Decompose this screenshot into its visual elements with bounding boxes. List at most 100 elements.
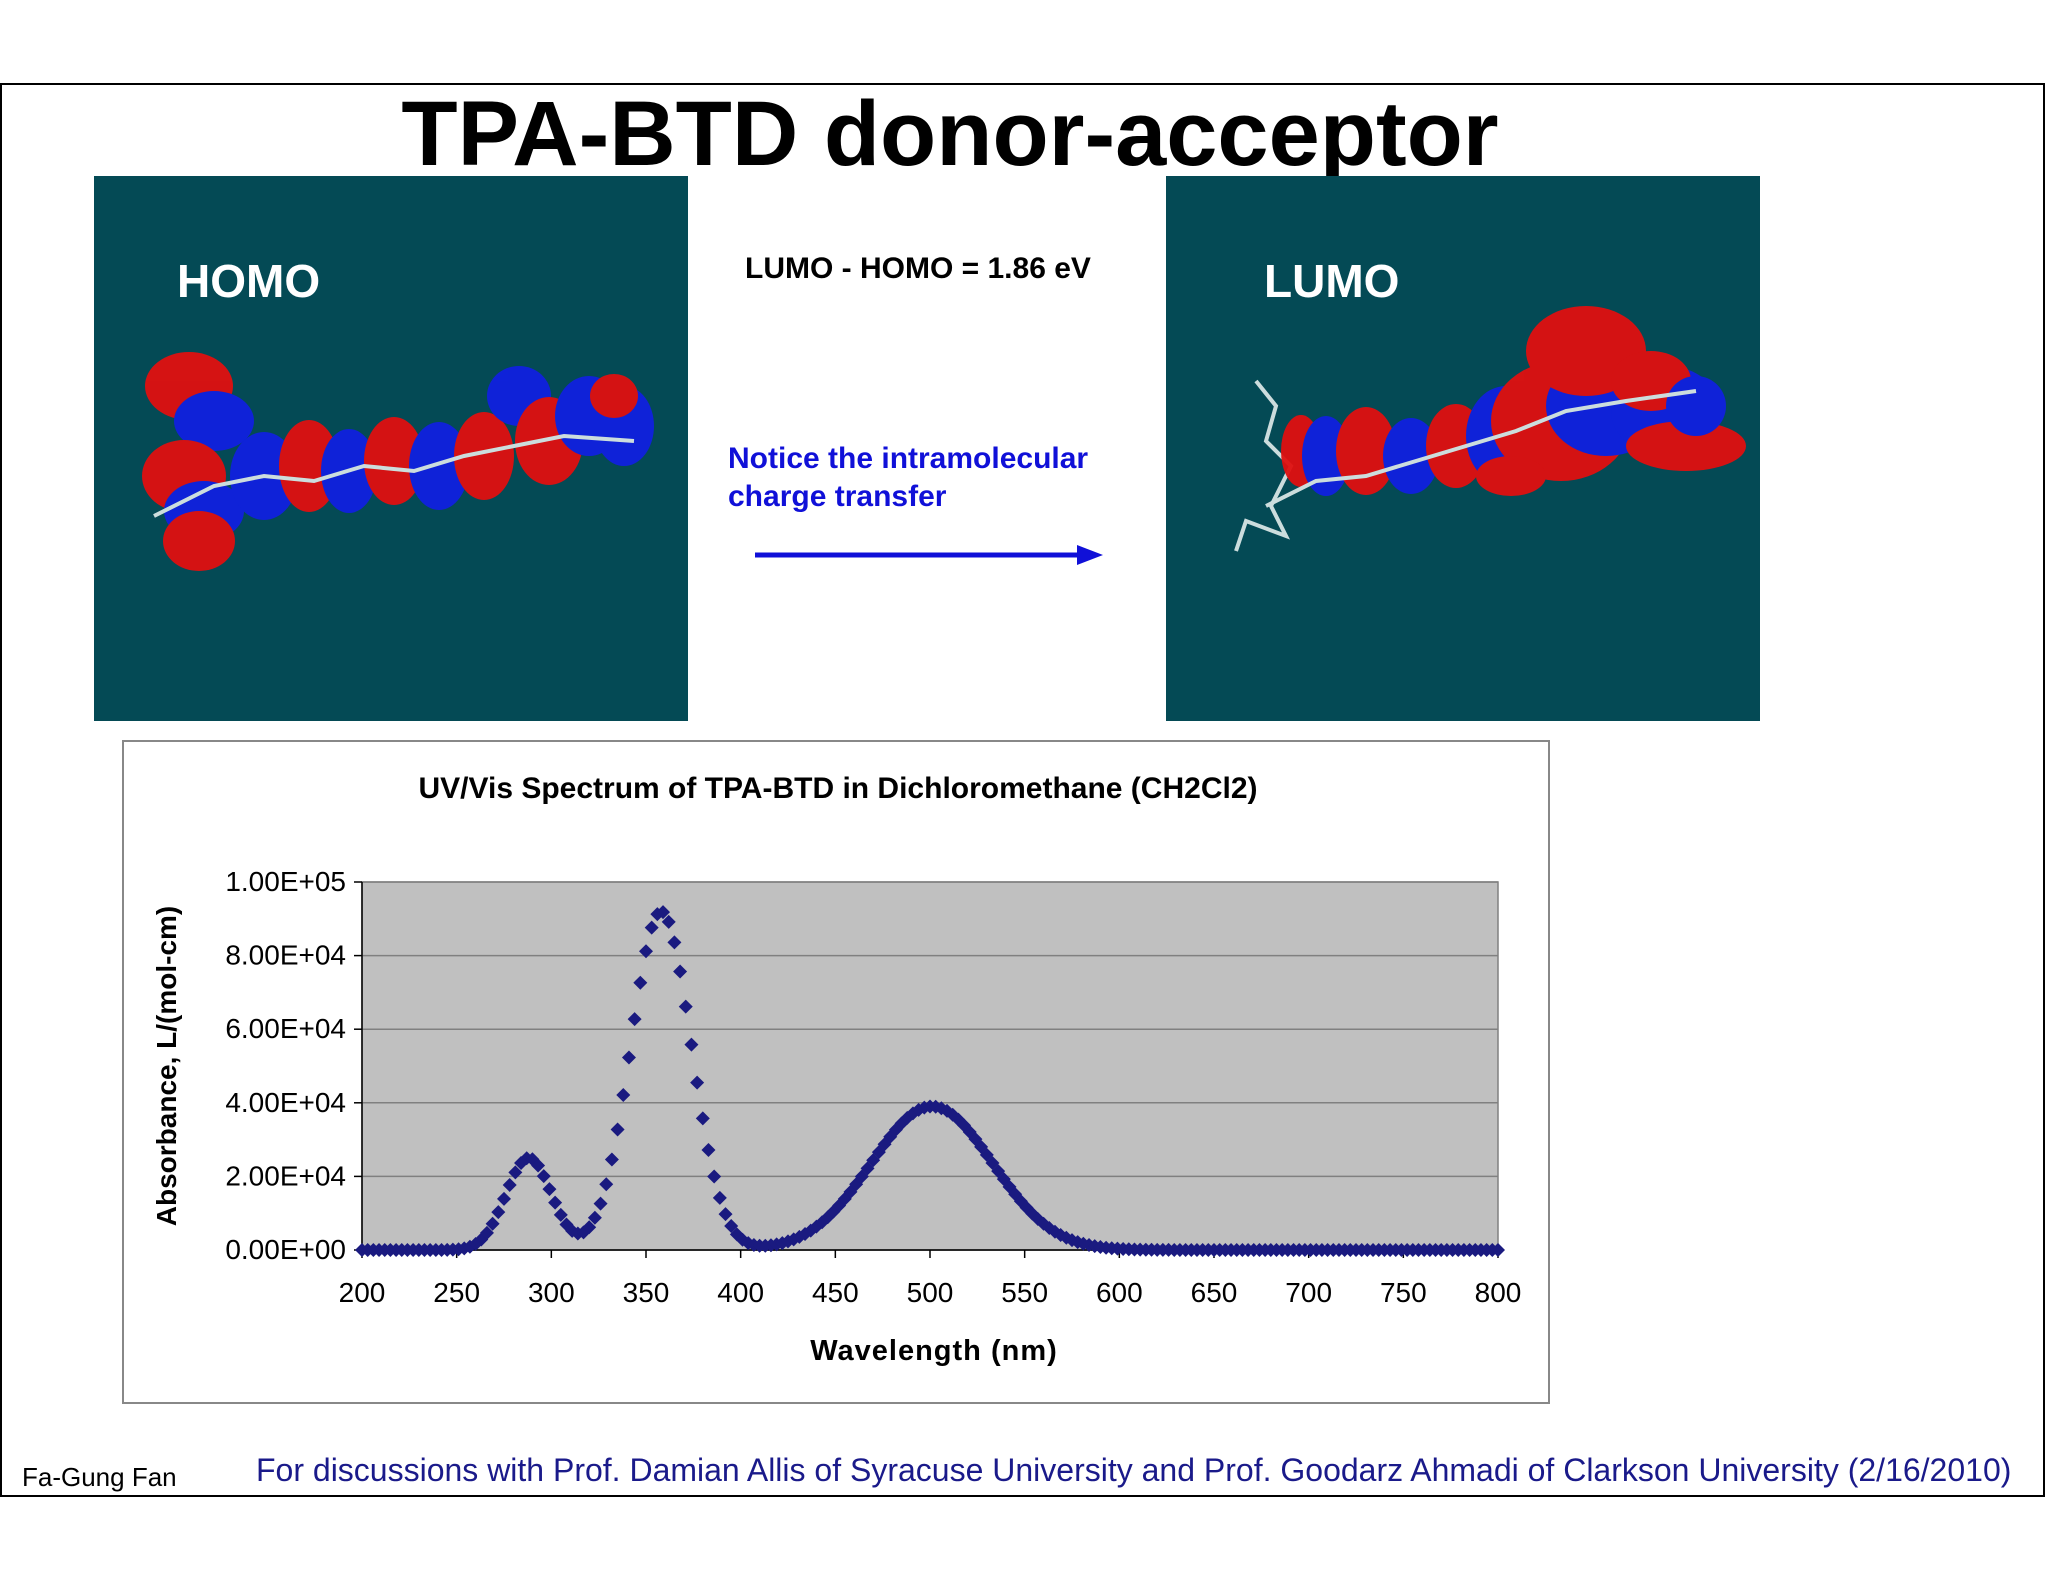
data-point-marker — [894, 1116, 909, 1131]
data-point-marker — [690, 1075, 705, 1090]
lumo-orbital-graphic — [1234, 306, 1746, 552]
lumo-orbital-image: LUMO — [1166, 176, 1760, 721]
data-point-marker — [542, 1182, 557, 1197]
data-point-marker — [525, 1152, 540, 1167]
data-point-marker — [911, 1102, 926, 1117]
data-point-marker — [888, 1122, 903, 1137]
data-point-marker — [627, 1012, 642, 1027]
data-point-marker — [485, 1216, 500, 1231]
data-point-marker — [656, 905, 671, 920]
homo-label: HOMO — [177, 255, 321, 307]
x-tick-label: 600 — [1096, 1277, 1143, 1308]
data-point-marker — [667, 935, 682, 950]
x-tick-label: 750 — [1380, 1277, 1427, 1308]
data-point-marker — [1491, 1243, 1505, 1257]
x-tick-label: 650 — [1191, 1277, 1238, 1308]
chart-title: UV/Vis Spectrum of TPA-BTD in Dichlorome… — [419, 772, 1258, 805]
y-tick-label: 2.00E+04 — [225, 1160, 346, 1191]
plot-area — [361, 881, 1499, 1251]
data-point-marker — [718, 1207, 733, 1222]
data-point-marker — [621, 1050, 636, 1065]
data-point-marker — [531, 1158, 546, 1173]
charge-transfer-arrow-icon — [755, 545, 1103, 565]
data-point-marker — [678, 999, 693, 1014]
data-point-marker — [695, 1111, 710, 1126]
data-point-marker — [587, 1210, 602, 1225]
data-point-marker — [536, 1169, 551, 1184]
data-point-marker — [792, 1229, 807, 1244]
data-point-marker — [582, 1220, 597, 1235]
uv-vis-chart: UV/Vis Spectrum of TPA-BTD in Dichlorome… — [122, 740, 1550, 1404]
x-tick-labels: 200 250 300 350 400 450 500 550 600 650 700 750 800 — [339, 1277, 1522, 1308]
data-point-marker — [968, 1132, 983, 1147]
data-point-marker — [781, 1234, 795, 1249]
data-point-marker — [979, 1147, 994, 1162]
data-point-marker — [684, 1037, 699, 1052]
x-tick-label: 500 — [907, 1277, 954, 1308]
data-point-marker — [616, 1087, 631, 1102]
data-point-marker — [673, 964, 688, 979]
notice-text: Notice the intramolecular charge transfe… — [728, 440, 1088, 516]
data-point-marker — [474, 1232, 489, 1247]
x-tick-label: 800 — [1475, 1277, 1522, 1308]
data-point-marker — [1025, 1206, 1040, 1221]
data-point-marker — [661, 914, 676, 929]
y-tick-labels: 0.00E+00 2.00E+04 4.00E+04 6.00E+04 8.00E+04… — [225, 866, 346, 1265]
chart-canvas: UV/Vis Spectrum of TPA-BTD in Dichlorome… — [151, 772, 1522, 1367]
data-point-marker — [707, 1169, 722, 1184]
x-tick-label: 400 — [717, 1277, 764, 1308]
x-tick-label: 550 — [1001, 1277, 1048, 1308]
x-tick-label: 700 — [1285, 1277, 1332, 1308]
data-point-marker — [1053, 1227, 1068, 1242]
footer-note: For discussions with Prof. Damian Allis … — [256, 1452, 2012, 1488]
data-point-marker — [900, 1110, 915, 1125]
data-point-marker — [905, 1106, 920, 1121]
data-point-marker — [502, 1177, 517, 1192]
data-point-marker — [565, 1223, 580, 1238]
data-point-marker — [1059, 1230, 1074, 1245]
homo-orbital-graphic — [142, 352, 654, 571]
homo-orbital-image: HOMO — [94, 176, 688, 721]
data-point-marker — [701, 1142, 716, 1157]
energy-gap-text: LUMO - HOMO = 1.86 eV — [745, 252, 1091, 285]
data-point-marker — [553, 1207, 568, 1222]
data-point-marker — [712, 1190, 727, 1205]
x-tick-label: 350 — [623, 1277, 670, 1308]
data-point-marker — [508, 1165, 523, 1180]
y-tick-label: 8.00E+04 — [225, 940, 346, 971]
y-tick-label: 4.00E+04 — [225, 1087, 346, 1118]
data-point-marker — [548, 1195, 563, 1210]
slide-frame — [0, 83, 2045, 1497]
data-point-marker — [729, 1227, 744, 1242]
data-point-marker — [945, 1107, 960, 1122]
x-axis-label: Wavelength (nm) — [810, 1335, 1058, 1367]
x-tick-label: 250 — [433, 1277, 480, 1308]
x-tick-label: 450 — [812, 1277, 859, 1308]
data-point-marker — [1076, 1236, 1091, 1251]
data-point-marker — [576, 1225, 591, 1240]
data-point-marker — [610, 1122, 625, 1137]
y-tick-label: 1.00E+05 — [225, 866, 346, 897]
y-axis-label: Absorbance, L/(mol-cm) — [151, 906, 182, 1226]
data-point-marker — [1019, 1200, 1034, 1215]
spectrum-series — [355, 905, 1505, 1257]
footer-author: Fa-Gung Fan — [22, 1462, 177, 1492]
y-tick-label: 6.00E+04 — [225, 1013, 346, 1044]
slide-title: TPA-BTD donor-acceptor — [401, 83, 1499, 185]
data-point-marker — [633, 975, 648, 990]
data-point-marker — [457, 1241, 472, 1256]
lumo-label: LUMO — [1264, 255, 1400, 307]
y-tick-label: 0.00E+00 — [225, 1234, 346, 1265]
notice-line-1: Notice the intramolecular — [728, 442, 1089, 475]
data-point-marker — [860, 1161, 875, 1176]
data-point-marker — [639, 944, 653, 959]
notice-line-2: charge transfer — [728, 480, 947, 513]
data-point-marker — [491, 1205, 506, 1220]
data-point-marker — [599, 1177, 614, 1192]
data-point-marker — [644, 920, 659, 935]
data-point-marker — [593, 1196, 608, 1211]
x-tick-label: 300 — [528, 1277, 575, 1308]
x-tick-label: 200 — [339, 1277, 386, 1308]
data-point-marker — [497, 1191, 511, 1206]
data-point-marker — [479, 1225, 494, 1240]
